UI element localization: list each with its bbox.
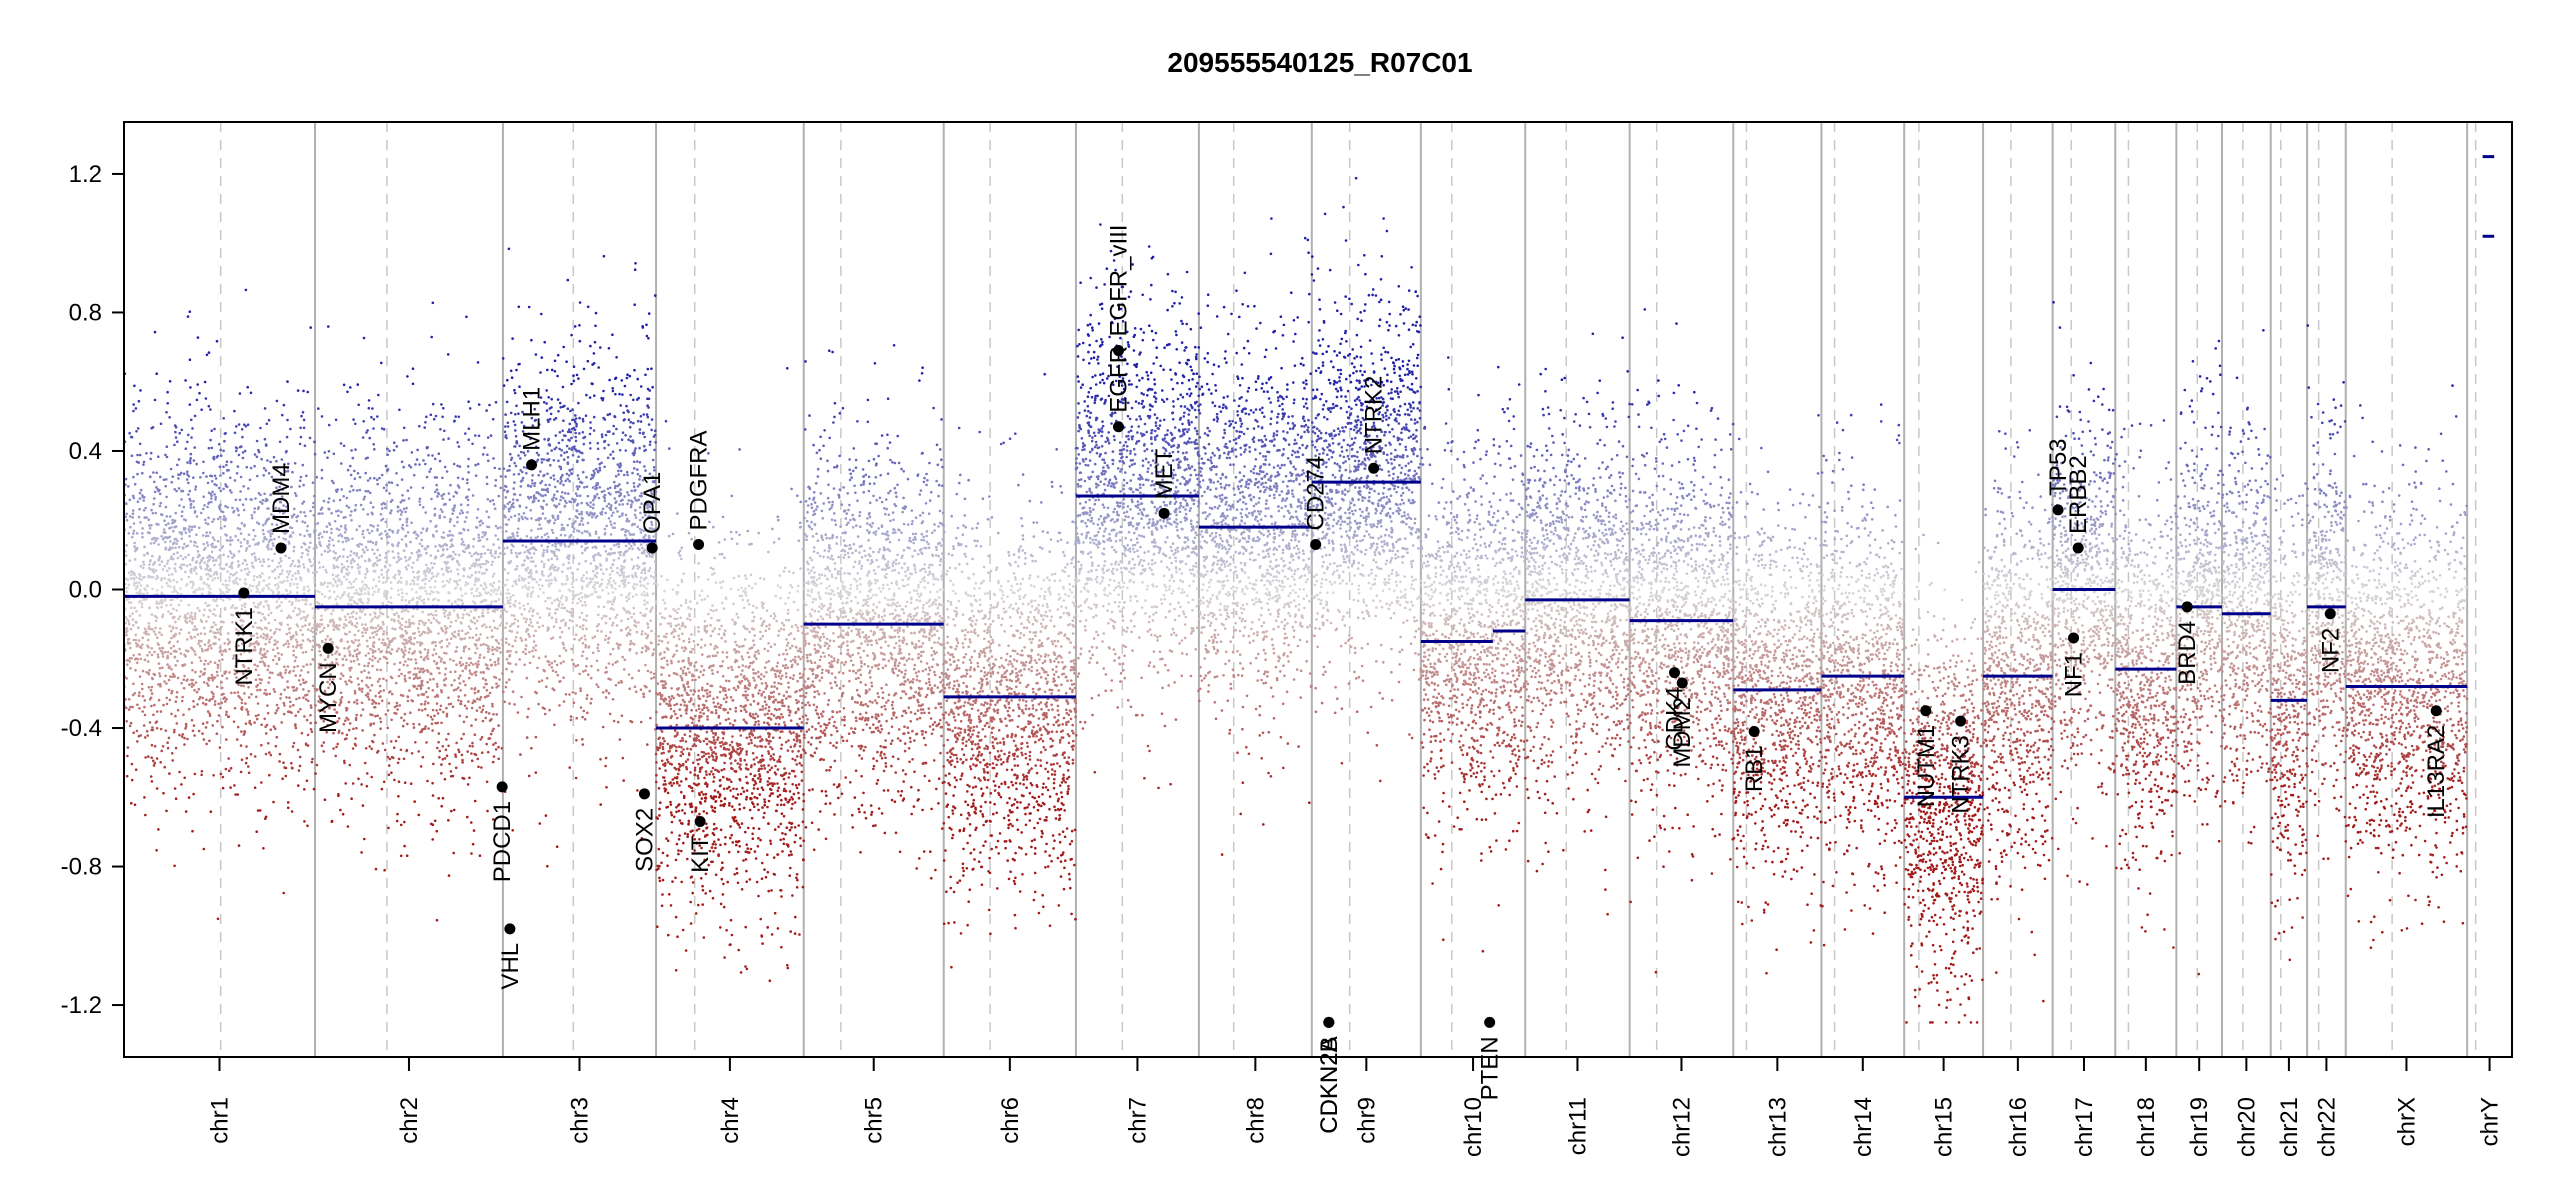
x-tick-label: chrX (2393, 1097, 2420, 1146)
gene-point (1484, 1016, 1496, 1028)
gene-point (2181, 601, 2193, 613)
y-tick-label: 1.2 (69, 161, 102, 188)
gene-label: EGFR (1105, 346, 1132, 413)
gene-point (275, 542, 287, 554)
gene-label: CDKN2A (1316, 1036, 1343, 1133)
gene-label: CDKN2B (1316, 1036, 1343, 1133)
gene-point (1920, 705, 1932, 717)
gene-label: ERBB2 (2065, 455, 2092, 534)
gene-label: NF2 (2317, 628, 2344, 673)
x-tick-label: chr16 (2005, 1097, 2032, 1157)
gene-point (238, 587, 250, 599)
x-tick-label: chr4 (717, 1097, 744, 1144)
x-tick-label: chr8 (1242, 1097, 1269, 1144)
x-tick-label: chr1 (207, 1097, 234, 1144)
chart-title: 209555540125_R07C01 (1167, 47, 1472, 78)
y-tick-label: -1.2 (61, 992, 102, 1019)
gene-point (2324, 608, 2336, 620)
gene-point (638, 788, 650, 800)
gene-label: PDCD1 (489, 801, 516, 882)
gene-point (322, 642, 334, 654)
gene-point (1368, 462, 1380, 474)
x-tick-label: chr14 (1850, 1097, 1877, 1157)
gene-label: CDK4 (1661, 687, 1688, 751)
gene-point (1112, 421, 1124, 433)
gene-point (1310, 538, 1322, 550)
gene-markers: NTRK1 MDM4 MYCN PDCD1 VHL MLH1 SOX2 OPA1 PDGFRA K… (231, 225, 2450, 1134)
x-tick-label: chr9 (1353, 1097, 1380, 1144)
gene-label: OPA1 (639, 472, 666, 534)
x-tick-label: chr17 (2071, 1097, 2098, 1157)
gene-point (2068, 632, 2080, 644)
gene-point (504, 923, 516, 935)
gene-point (694, 816, 706, 828)
x-tick-label: chr18 (2133, 1097, 2160, 1157)
y-axis: -1.2 -0.8 -0.4 0.0 0.4 0.8 1.2 (61, 161, 125, 1019)
x-tick-label: chr2 (396, 1097, 423, 1144)
gene-label: VHL (497, 943, 524, 990)
x-tick-label: chrY (2477, 1097, 2504, 1146)
x-tick-label: chr13 (1764, 1097, 1791, 1157)
x-tick-label: chr7 (1124, 1097, 1151, 1144)
gene-label: MLH1 (519, 387, 546, 451)
chromosome-boundaries (219, 122, 2477, 1057)
y-tick-label: -0.4 (61, 715, 102, 742)
gene-point (1668, 667, 1680, 679)
gene-label: CD274 (1303, 456, 1330, 531)
gene-label: NTRK1 (231, 607, 258, 686)
x-tick-label: chr22 (2313, 1097, 2340, 1157)
x-tick-label: chr5 (861, 1097, 888, 1144)
gene-point (1112, 345, 1124, 357)
gene-label: BRD4 (2174, 621, 2201, 685)
segment-lines (124, 155, 2495, 799)
plot-frame (123, 121, 2513, 1058)
probe-points (122, 176, 2469, 1024)
y-tick-label: 0.0 (69, 577, 102, 604)
gene-label: TP53 (2045, 438, 2072, 495)
gene-point (2430, 705, 2442, 717)
x-tick-label: chr10 (1460, 1097, 1487, 1157)
gene-label: EGFR_vIII (1105, 225, 1132, 337)
gene-label: KIT (687, 835, 714, 873)
gene-point (1955, 715, 1967, 727)
y-tick-label: -0.8 (61, 854, 102, 881)
x-axis: chr1 chr2 chr3 chr4 chr5 chr6 chr7 chr8 chr9 chr1… (207, 1057, 2504, 1157)
gene-point (1323, 1016, 1335, 1028)
gene-label: PDGFRA (686, 430, 713, 530)
gene-label: NF1 (2061, 652, 2088, 697)
gene-point (2072, 542, 2084, 554)
gene-label: MET (1151, 448, 1178, 499)
x-tick-label: chr15 (1931, 1097, 1958, 1157)
gene-label: NUTM1 (1913, 725, 1940, 808)
gene-label: SOX2 (631, 808, 658, 872)
gene-point (496, 781, 508, 793)
gene-label: NTRK2 (1361, 376, 1388, 455)
x-tick-label: chr3 (566, 1097, 593, 1144)
x-tick-label: chr6 (997, 1097, 1024, 1144)
gene-point (1158, 507, 1170, 519)
gene-point (2052, 504, 2064, 516)
x-tick-label: chr12 (1668, 1097, 1695, 1157)
y-tick-label: 0.4 (69, 438, 102, 465)
gene-label: RB1 (1741, 745, 1768, 792)
x-tick-label: chr19 (2186, 1097, 2213, 1157)
gene-label: MYCN (315, 662, 342, 733)
gene-point (1676, 677, 1688, 689)
gene-point (526, 459, 538, 471)
gene-label: IL13RA2 (2423, 725, 2450, 818)
gene-label: MDM2 (1669, 697, 1696, 768)
gene-label: PTEN (1477, 1036, 1504, 1100)
gene-label: MDM4 (268, 463, 295, 534)
gene-point (693, 538, 705, 550)
x-tick-label: chr20 (2233, 1097, 2260, 1157)
x-tick-label: chr21 (2276, 1097, 2303, 1157)
x-tick-label: chr11 (1564, 1097, 1591, 1155)
y-tick-label: 0.8 (69, 299, 102, 326)
gene-label: NTRK3 (1948, 735, 1975, 814)
gene-point (646, 542, 658, 554)
gene-point (1748, 725, 1760, 737)
